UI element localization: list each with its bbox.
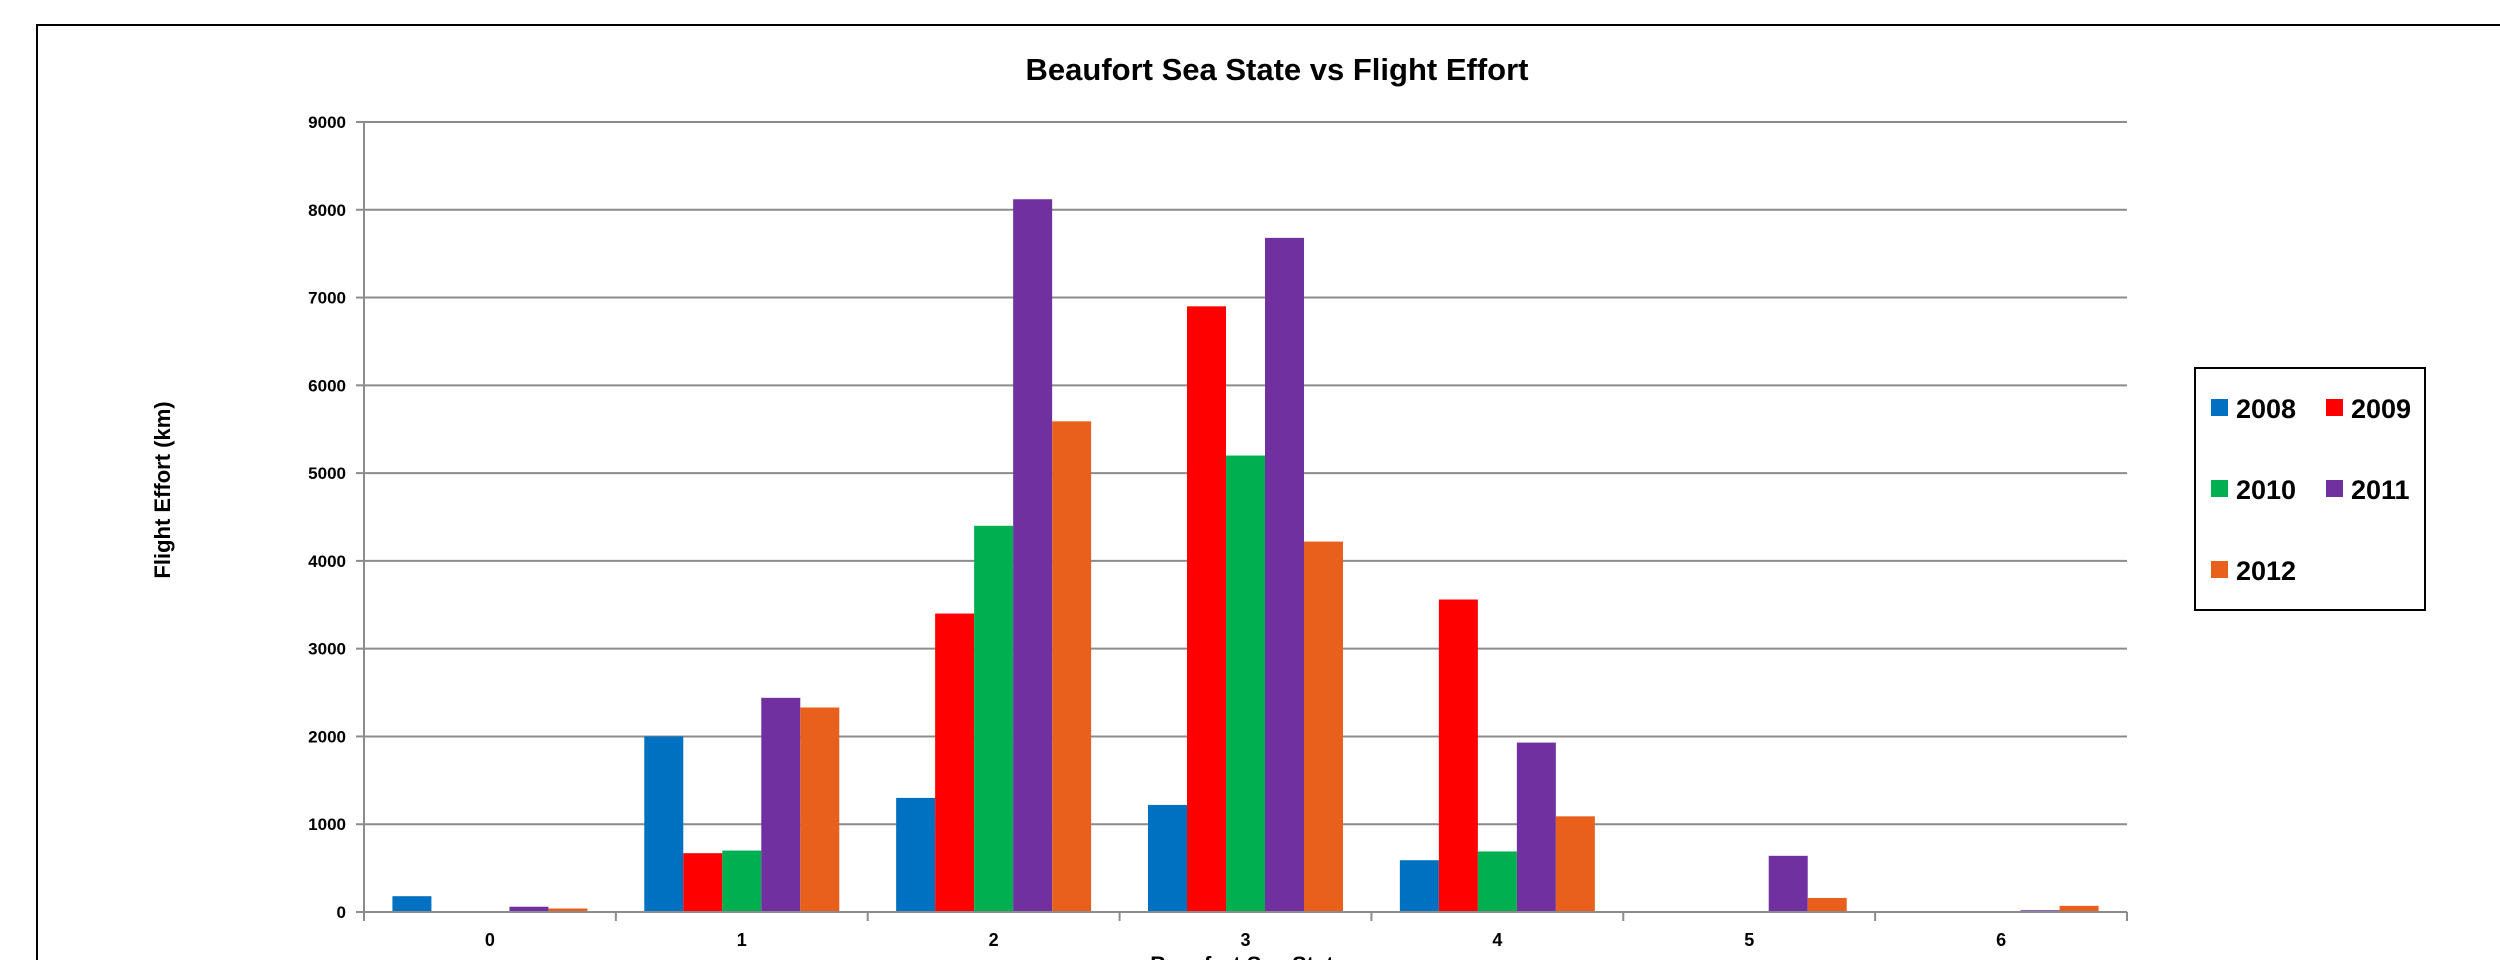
series-2012: [548, 421, 2099, 912]
bar-2010-3: [1226, 455, 1265, 912]
legend-label: 2008: [2236, 394, 2296, 424]
y-tick-label: 8000: [308, 201, 346, 220]
x-tick-label: 6: [1996, 930, 2006, 950]
bar-2012-3: [1304, 541, 1343, 912]
bar-2011-1: [761, 697, 801, 912]
bar-2012-4: [1555, 816, 1595, 912]
x-tick-label: 5: [1744, 930, 1754, 950]
bar-2011-3: [1265, 237, 1304, 912]
y-tick-label: 9000: [308, 113, 346, 132]
y-tick-label: 4000: [308, 552, 346, 571]
legend-swatch: [2211, 399, 2228, 416]
bar-2010-1: [722, 850, 762, 912]
bar-2012-2: [1052, 421, 1092, 912]
x-tick-label: 0: [485, 930, 495, 950]
y-tick-labels: 0 1000 2000 3000 4000 5000 6000 7000 8000 9000: [308, 113, 364, 922]
legend-item-2010: 2010: [2211, 475, 2296, 505]
y-tick-label: 2000: [308, 727, 346, 746]
legend-item-2009: 2009: [2326, 394, 2411, 424]
series-2011: [509, 199, 2060, 912]
legend: 2008 2009 2010 2011 2012: [2194, 367, 2426, 611]
y-tick-label: 0: [337, 903, 346, 922]
legend-label: 2011: [2351, 475, 2410, 505]
bar-2011-2: [1013, 199, 1053, 912]
series-2010: [722, 455, 1517, 912]
bar-2010-2: [974, 525, 1014, 912]
y-tick-label: 5000: [308, 464, 346, 483]
bar-2009-4: [1438, 599, 1478, 912]
legend-label: 2009: [2351, 394, 2411, 424]
series-2008: [392, 736, 1439, 912]
bar-2009-1: [683, 853, 723, 912]
legend-swatch: [2211, 561, 2228, 578]
bar-2012-1: [800, 707, 840, 912]
y-tick-label: 7000: [308, 289, 346, 308]
y-tick-label: 1000: [308, 815, 346, 834]
bar-2011-5: [1768, 855, 1808, 912]
bar-2008-1: [644, 736, 684, 912]
legend-item-2008: 2008: [2211, 394, 2296, 424]
bar-2008-0: [392, 896, 432, 912]
legend-swatch: [2326, 399, 2343, 416]
bar-2012-5: [1807, 897, 1847, 912]
series-2009: [683, 306, 1478, 912]
x-tick-label: 2: [989, 930, 999, 950]
x-axis-label: Beaufort Sea State: [1150, 952, 1346, 960]
y-tick-label: 6000: [308, 376, 346, 395]
legend-label: 2010: [2236, 475, 2296, 505]
bar-2011-0: [509, 906, 549, 912]
bar-2012-6: [2059, 905, 2099, 912]
bar-2012-0: [548, 908, 588, 912]
y-axis-label: Flight Effort (km): [150, 401, 175, 578]
legend-item-2012: 2012: [2211, 556, 2296, 586]
bar-2008-3: [1148, 804, 1187, 912]
legend-label: 2012: [2236, 556, 2296, 586]
bar-2009-2: [935, 613, 975, 912]
legend-item-2011: 2011: [2326, 475, 2410, 505]
chart-title: Beaufort Sea State vs Flight Effort: [1026, 52, 1529, 87]
bar-2008-4: [1399, 860, 1439, 912]
y-tick-label: 3000: [308, 640, 346, 659]
x-tick-label: 4: [1492, 930, 1502, 950]
x-axis: 0 1 2 3 4 5 6: [363, 122, 2128, 950]
bar-2008-2: [896, 797, 936, 912]
bar-2010-4: [1477, 851, 1517, 912]
bars: [392, 199, 2099, 912]
legend-box: [2194, 367, 2426, 611]
x-tick-label: 1: [737, 930, 747, 950]
bar-2011-4: [1516, 742, 1556, 912]
x-tick-label: 3: [1240, 930, 1250, 950]
bar-2009-3: [1187, 306, 1226, 912]
legend-swatch: [2326, 480, 2343, 497]
legend-swatch: [2211, 480, 2228, 497]
